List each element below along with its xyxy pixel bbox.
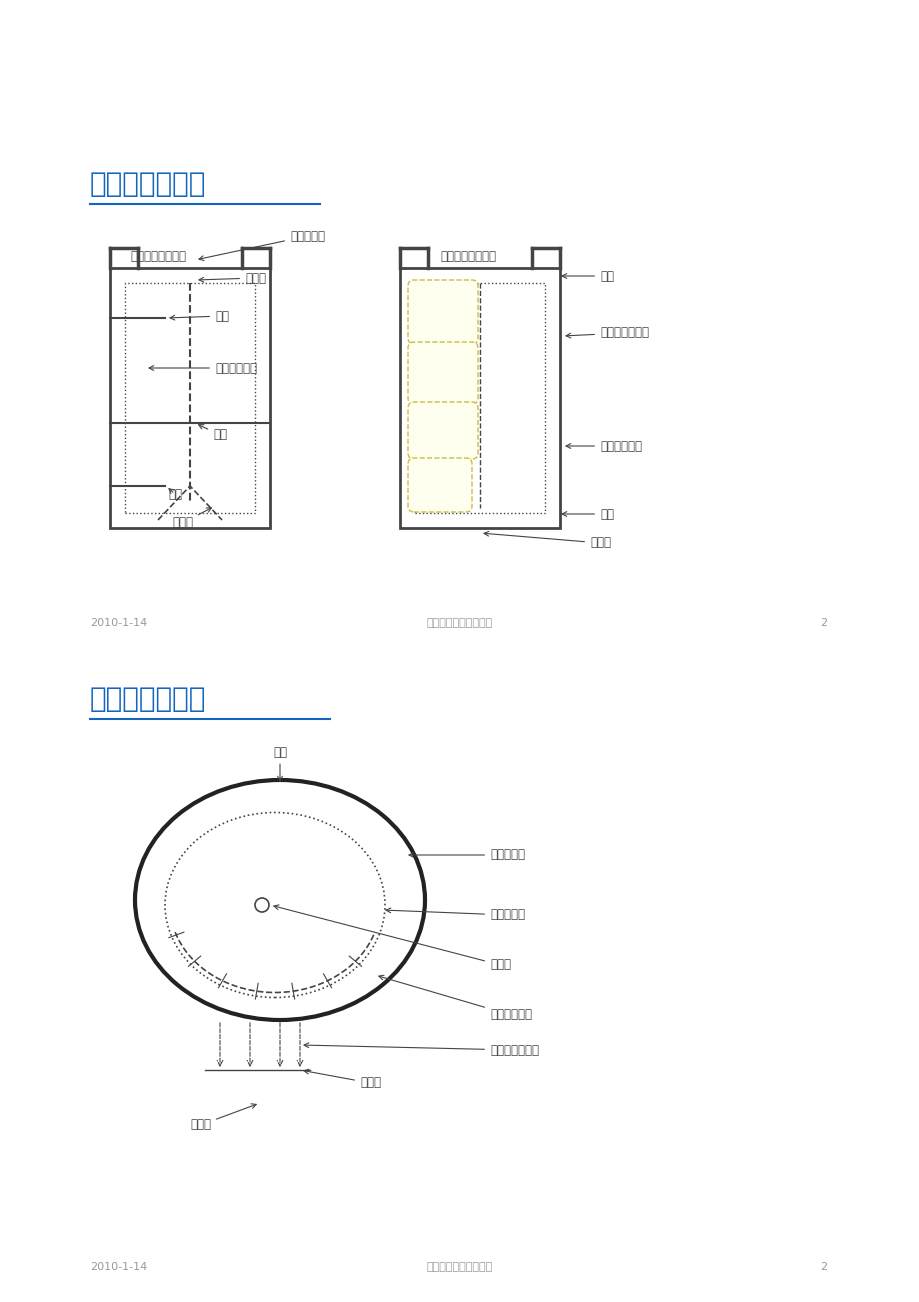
Bar <box>414 283 544 513</box>
Text: 成就教育培训系列课程: 成就教育培训系列课程 <box>426 618 493 628</box>
Text: 龙尾: 龙尾 <box>562 508 613 521</box>
Text: 面龙三指宽距离: 面龙三指宽距离 <box>565 327 648 340</box>
Text: 后脑勺: 后脑勺 <box>190 1104 256 1131</box>
Text: 背部酒精喷洒图: 背部酒精喷洒图 <box>90 171 206 198</box>
Text: 点火处: 点火处 <box>483 531 610 549</box>
FancyBboxPatch shape <box>407 280 478 344</box>
Bar <box>125 283 255 513</box>
Text: 环跳穴: 环跳穴 <box>172 508 211 530</box>
Bar <box>110 268 269 529</box>
Text: 三指宽距离: 三指宽距离 <box>386 907 525 922</box>
Text: 酒精喷洒为１遍: 酒精喷洒为１遍 <box>303 1043 539 1056</box>
Text: 洒酒精原点: 洒酒精原点 <box>199 229 324 260</box>
Text: 酒精轨迹２遍: 酒精轨迹２遍 <box>149 362 256 375</box>
FancyBboxPatch shape <box>407 402 478 460</box>
Text: 2: 2 <box>819 618 826 628</box>
Text: 头部酒精喷洒图: 头部酒精喷洒图 <box>90 685 206 713</box>
Text: 龙头: 龙头 <box>562 270 613 283</box>
Text: 成就教育培训系列课程: 成就教育培训系列课程 <box>426 1262 493 1272</box>
Text: 额头: 额头 <box>273 746 287 781</box>
Bar <box>400 268 560 529</box>
Text: 2010-1-14: 2010-1-14 <box>90 618 147 628</box>
FancyBboxPatch shape <box>407 458 471 512</box>
Text: 2010-1-14: 2010-1-14 <box>90 1262 147 1272</box>
Text: 酒精轨迹１遍: 酒精轨迹１遍 <box>565 440 641 453</box>
Text: 第二次酒精喷洒图: 第二次酒精喷洒图 <box>439 250 495 263</box>
Text: 尾椎: 尾椎 <box>168 487 182 500</box>
Text: 2: 2 <box>819 1262 826 1272</box>
Circle shape <box>255 898 268 911</box>
Text: 洒酒精原点: 洒酒精原点 <box>409 849 525 862</box>
FancyBboxPatch shape <box>407 342 478 404</box>
Text: 百会穴: 百会穴 <box>274 905 510 971</box>
Text: 脊椎: 脊椎 <box>199 424 227 441</box>
Text: 第一次酒精喷洒图: 第一次酒精喷洒图 <box>130 250 186 263</box>
Text: 点火处: 点火处 <box>199 272 266 285</box>
Text: 点火处: 点火处 <box>303 1069 380 1090</box>
Text: 酒精轨迹２遍: 酒精轨迹２遍 <box>379 975 531 1022</box>
Text: 颈椎: 颈椎 <box>170 310 229 323</box>
Ellipse shape <box>135 780 425 1019</box>
